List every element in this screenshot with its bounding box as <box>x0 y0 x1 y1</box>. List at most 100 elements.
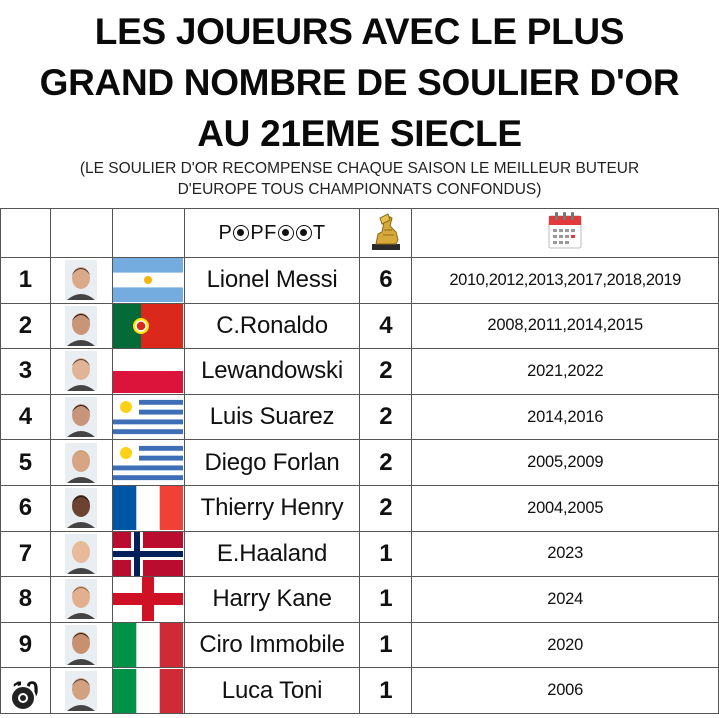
flag-cell <box>111 348 185 395</box>
italy-flag-icon <box>113 623 184 667</box>
rank-cell: 7 <box>0 530 51 578</box>
years-cell: 2014,2016 <box>411 393 719 441</box>
photo-cell <box>49 530 113 578</box>
flag-cell <box>111 393 185 441</box>
golden-shoe-count-cell: 4 <box>359 302 413 350</box>
years-cell: 2010,2012,2013,2017,2018,2019 <box>411 257 719 304</box>
photo-cell <box>49 348 113 395</box>
england-flag-icon <box>113 577 184 622</box>
years-cell: 2005,2009 <box>411 439 719 486</box>
uruguay-flag-icon <box>113 395 184 439</box>
table-row: 6 Thierry Henry 2 2004,2005 <box>0 484 719 532</box>
years-cell: 2020 <box>411 621 719 669</box>
argentina-flag-icon <box>113 258 184 303</box>
years-cell: 2008,2011,2014,2015 <box>411 302 719 350</box>
player-name-cell: Thierry Henry <box>183 484 361 532</box>
golden-boot-icon <box>371 212 400 250</box>
table-row: 2 C.Ronaldo 4 2008,2011,2014,2015 <box>0 302 719 350</box>
flag-cell <box>111 576 185 623</box>
player-name-cell: C.Ronaldo <box>183 302 361 350</box>
table-row: 9 Ciro Immobile 1 2020 <box>0 621 719 669</box>
photo-cell <box>49 484 113 532</box>
rank-cell: 1 <box>0 257 51 304</box>
player-name-cell: Ciro Immobile <box>183 621 361 669</box>
table-row: 1 Lionel Messi 6 2010,2012,2013,2017,201… <box>0 257 719 304</box>
years-cell: 2021,2022 <box>411 348 719 395</box>
flag-cell <box>111 667 185 714</box>
golden-shoe-count-cell: 1 <box>359 530 413 578</box>
photo-cell <box>49 576 113 623</box>
flag-cell <box>111 302 185 350</box>
subtitle-line-2: D'EUROPE TOUS CHAMPIONNATS CONFONDUS) <box>177 181 542 198</box>
player-name-cell: Luis Suarez <box>183 393 361 441</box>
player-name-cell: Lionel Messi <box>183 257 361 304</box>
table-header-row: P PF T <box>0 208 719 258</box>
rank-cell: 8 <box>0 576 51 623</box>
table-row: 8 Harry Kane 1 2024 <box>0 576 719 623</box>
golden-shoe-table: P PF T <box>0 208 719 714</box>
table-row: 10 Luca Toni 1 2006 <box>0 667 719 714</box>
player-photo-icon <box>65 533 98 574</box>
flag-cell <box>111 621 185 669</box>
photo-cell <box>49 257 113 304</box>
france-flag-icon <box>113 486 184 531</box>
player-photo-icon <box>65 305 98 346</box>
popfoot-logo: P PF T <box>218 221 326 244</box>
uruguay-flag-icon <box>113 440 184 485</box>
player-photo-icon <box>65 579 98 620</box>
player-photo-icon <box>65 488 98 529</box>
player-photo-icon <box>65 351 98 392</box>
rank-cell: 9 <box>0 621 51 669</box>
player-name-cell: Harry Kane <box>183 576 361 623</box>
title-line-3: AU 21EME SIECLE <box>197 113 522 154</box>
years-cell: 2004,2005 <box>411 484 719 532</box>
rank-cell: 2 <box>0 302 51 350</box>
table-row: 5 Diego Forlan 2 2005,2009 <box>0 439 719 486</box>
title-line-2: GRAND NOMBRE DE SOULIER D'OR <box>39 62 680 103</box>
player-name-cell: Lewandowski <box>183 348 361 395</box>
rank-cell: 5 <box>0 439 51 486</box>
player-name-cell: Diego Forlan <box>183 439 361 486</box>
rank-cell: 3 <box>0 348 51 395</box>
rank-cell: 4 <box>0 393 51 441</box>
flag-cell <box>111 530 185 578</box>
camera-icon[interactable] <box>10 685 36 711</box>
title-line-1: LES JOUEURS AVEC LE PLUS <box>94 11 625 52</box>
golden-shoe-count-cell: 2 <box>359 484 413 532</box>
player-photo-icon <box>65 260 98 301</box>
photo-cell <box>49 302 113 350</box>
player-photo-icon <box>65 625 98 666</box>
player-photo-icon <box>65 397 98 438</box>
page-subtitle: (LE SOULIER D'OR RECOMPENSE CHAQUE SAISO… <box>0 158 719 200</box>
player-name-cell: Luca Toni <box>183 667 361 714</box>
photo-cell <box>49 439 113 486</box>
player-name-cell: E.Haaland <box>183 530 361 578</box>
golden-shoe-count-cell: 1 <box>359 667 413 714</box>
norway-flag-icon <box>113 532 184 576</box>
years-cell: 2024 <box>411 576 719 623</box>
header-photo-cell <box>49 208 113 258</box>
page-title: LES JOUEURS AVEC LE PLUS GRAND NOMBRE DE… <box>0 6 719 159</box>
golden-shoe-count-cell: 2 <box>359 439 413 486</box>
golden-shoe-count-cell: 1 <box>359 621 413 669</box>
years-cell: 2006 <box>411 667 719 714</box>
table-row: 7 E.Haaland 1 2023 <box>0 530 719 578</box>
table-row: 4 Luis Suarez 2 2014,2016 <box>0 393 719 441</box>
photo-cell <box>49 667 113 714</box>
subtitle-line-1: (LE SOULIER D'OR RECOMPENSE CHAQUE SAISO… <box>79 160 640 177</box>
header-brand-cell: P PF T <box>183 208 361 258</box>
photo-cell <box>49 393 113 441</box>
calendar-icon <box>548 211 582 248</box>
flag-cell <box>111 484 185 532</box>
flag-cell <box>111 439 185 486</box>
rank-cell: 6 <box>0 484 51 532</box>
portugal-flag-icon <box>113 304 184 348</box>
photo-cell <box>49 621 113 669</box>
flag-cell <box>111 257 185 304</box>
header-flag-cell <box>111 208 185 258</box>
golden-shoe-count-cell: 1 <box>359 576 413 623</box>
golden-shoe-count-cell: 6 <box>359 257 413 304</box>
player-photo-icon <box>65 442 98 483</box>
player-photo-icon <box>65 670 98 711</box>
table-row: 3 Lewandowski 2 2021,2022 <box>0 348 719 395</box>
